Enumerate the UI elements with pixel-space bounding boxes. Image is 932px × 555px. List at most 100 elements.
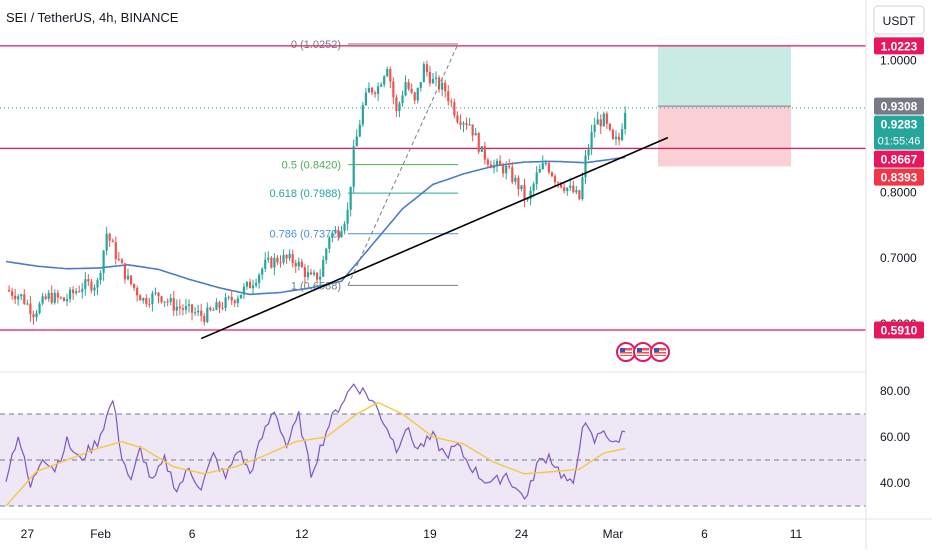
candle-body [468, 124, 471, 126]
candle-body [593, 124, 596, 132]
us-flag-icon[interactable] [650, 342, 670, 362]
candle-body [599, 119, 602, 127]
candle-body [261, 268, 264, 275]
candle-body [361, 104, 364, 125]
candle-body [499, 160, 502, 166]
candle-body [529, 190, 532, 199]
candle-body [203, 315, 206, 323]
candle-body [508, 165, 511, 168]
candle-body [502, 165, 505, 174]
candle-body [532, 183, 535, 191]
fib-level-label: 0.786 (0.7372) [269, 229, 341, 241]
candle-body [566, 187, 569, 192]
candle-body [377, 86, 380, 94]
candle-body [178, 306, 181, 309]
candle-body [465, 123, 468, 125]
price-tick-label: 0.7000 [880, 251, 917, 265]
candle-body [294, 263, 297, 267]
time-tick-label: 11 [790, 527, 803, 541]
candle-body [184, 306, 188, 310]
stop-zone[interactable] [658, 106, 791, 167]
candle-body [584, 155, 587, 178]
candle-body [392, 81, 395, 98]
price-badge-label: 1.0223 [881, 39, 918, 53]
price-badge [874, 321, 924, 339]
candle-body [535, 172, 538, 184]
candle-body [151, 293, 154, 305]
rsi-tick-label: 80.00 [880, 384, 910, 398]
candle-body [590, 131, 593, 150]
candle-body [428, 72, 432, 84]
candle-body [471, 124, 474, 136]
candle-body [17, 296, 20, 300]
time-axis[interactable]: 27 Feb 6 12 19 24 Mar 6 11 [21, 527, 803, 541]
candle-body [224, 297, 227, 309]
candle-body [233, 300, 236, 304]
candle-body [41, 296, 44, 304]
symbol-title[interactable]: SEI / TetherUS, 4h, BINANCE [6, 10, 179, 25]
candle-body [407, 82, 410, 89]
candle-body [227, 296, 230, 298]
candle-body [93, 287, 96, 291]
candle-body [624, 112, 627, 130]
us-flag-icon[interactable] [616, 342, 636, 362]
candle-body [157, 292, 160, 297]
candle-body [416, 87, 419, 101]
candle-body [404, 82, 407, 96]
candle-body [419, 82, 422, 88]
candle-body [441, 82, 444, 90]
rsi-pane [5, 383, 626, 507]
candle-body [181, 308, 184, 310]
fib-level-label: 0 (1.0252) [291, 39, 341, 51]
candle-body [236, 298, 239, 304]
candle-body [563, 187, 566, 192]
us-flag-icon[interactable] [633, 342, 653, 362]
candle-body [306, 272, 310, 277]
candle-body [444, 82, 447, 92]
candle-body [197, 310, 200, 313]
candle-body [26, 303, 29, 305]
candle-body [120, 259, 123, 264]
candle-body [328, 237, 331, 249]
rsi-axis[interactable]: 80.00 60.00 40.00 [880, 384, 910, 490]
candle-body [438, 77, 441, 90]
time-tick-label: 6 [701, 527, 708, 541]
candle-body [331, 232, 334, 238]
candle-body [29, 303, 32, 315]
candle-body [276, 257, 279, 263]
candle-body [325, 248, 328, 260]
candle-body [62, 297, 66, 302]
currency-button[interactable]: USDT [873, 5, 925, 35]
horizontal-levels[interactable] [0, 45, 866, 331]
candle-body [300, 261, 303, 268]
trend-line[interactable] [200, 136, 669, 340]
candles [7, 60, 627, 326]
candle-body [346, 209, 349, 224]
price-badge-label: 0.5910 [881, 324, 918, 338]
target-zone[interactable] [658, 45, 791, 107]
candle-body [87, 279, 90, 282]
candle-body [81, 288, 84, 292]
price-badge [874, 115, 924, 150]
candle-body [126, 275, 130, 280]
candle-body [431, 79, 435, 84]
candle-body [44, 296, 47, 299]
candle-body [175, 306, 178, 311]
event-flag-icons[interactable] [616, 342, 670, 362]
candle-body [511, 167, 514, 182]
candle-body [239, 294, 242, 299]
candle-body [50, 292, 53, 303]
candle-body [303, 267, 306, 277]
candle-body [194, 312, 197, 314]
candle-body [459, 121, 462, 125]
candle-body [578, 190, 581, 200]
candle-body [96, 280, 99, 288]
fib-level-label: 0.618 (0.7988) [269, 188, 341, 200]
candle-body [319, 276, 322, 280]
candle-body [505, 165, 508, 174]
time-tick-label: 12 [295, 527, 309, 541]
price-tick-label: 0.8000 [880, 185, 917, 199]
candle-body [78, 291, 81, 293]
